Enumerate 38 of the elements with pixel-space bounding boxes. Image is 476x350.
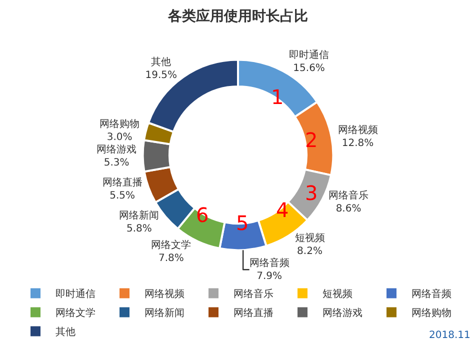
data-label: 8.6% [336,203,362,214]
slice-label: 网络新闻 [119,209,160,222]
slice-label: 短视频 [294,232,325,244]
legend-label: 网络直播 [234,307,274,320]
legend-label: 网络游戏 [322,307,362,320]
data-label: 5.8% [126,223,152,234]
data-label: 12.8% [342,138,374,150]
data-label: 8.2% [297,246,322,258]
legend-label: 即时通信 [56,288,96,300]
data-label: 7.9% [256,271,282,282]
slice-label: 其他 [151,56,172,68]
data-label: 3.0% [106,132,132,144]
text: 1 [271,85,284,109]
legend-label: 网络文学 [56,307,96,320]
legend-label: 网络视频 [144,288,184,300]
data-label: 19.5% [145,70,178,82]
slice-label: 网络视频 [338,124,378,136]
legend-label: 网络购物 [412,307,452,320]
text: 3 [305,181,318,205]
slice-label: 网络文学 [151,238,192,251]
legend-label: 网络音频 [412,288,452,300]
slice-label: 网络直播 [102,176,142,188]
legend-label: 其他 [56,326,76,338]
data-label: 5.5% [110,190,135,202]
slice-label: 即时通信 [289,48,330,61]
slice-label: 网络游戏 [96,143,137,156]
slice-label: 网络音频 [249,257,290,270]
legend-label: 网络新闻 [144,307,184,320]
data-label: 7.8% [158,252,184,264]
text: 2018.11 [429,330,470,341]
slice-label: 网络音乐 [328,189,369,202]
slice-label: 网络购物 [100,118,140,130]
chart-title: 各类应用使用时长占比 [167,7,308,24]
legend-label: 短视频 [322,288,352,300]
text: 2 [305,128,318,152]
data-label: 5.3% [104,157,130,168]
data-label: 15.6% [293,62,325,74]
legend-label: 网络音乐 [234,288,274,300]
